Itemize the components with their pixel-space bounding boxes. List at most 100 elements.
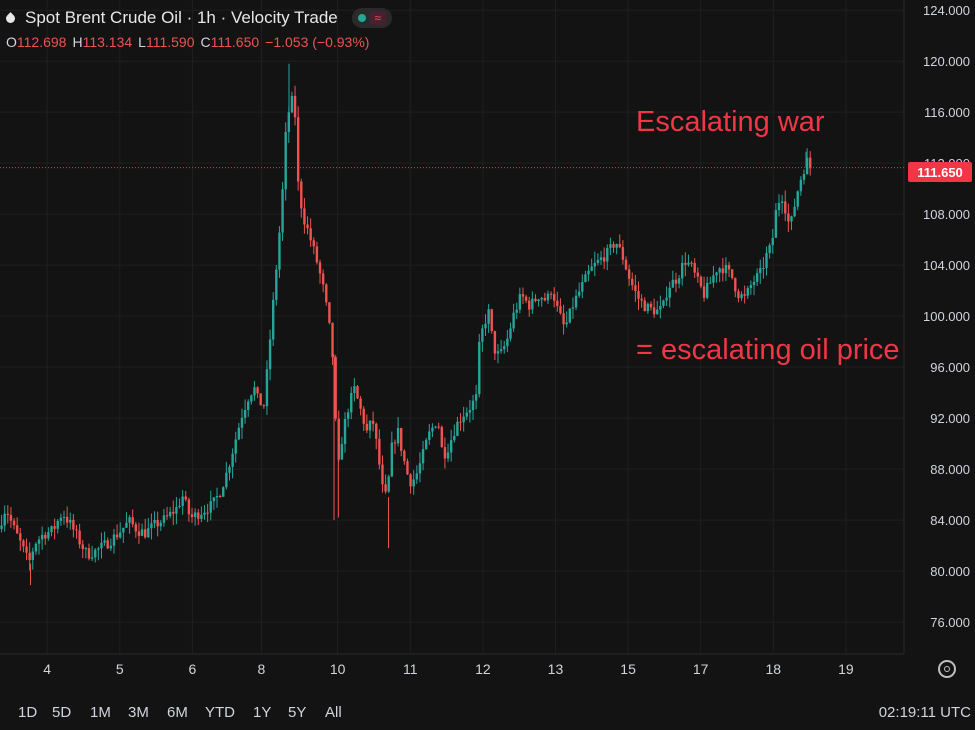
- candle-body: [218, 496, 222, 498]
- x-tick-label: 13: [548, 661, 564, 677]
- candle-body: [109, 545, 113, 549]
- chart-title[interactable]: Spot Brent Crude Oil · 1h · Velocity Tra…: [25, 8, 338, 27]
- candle-body: [190, 514, 194, 518]
- candle-body: [140, 529, 144, 536]
- candle-body: [400, 428, 403, 451]
- candle-body: [515, 309, 518, 313]
- range-5d-button[interactable]: 5D: [52, 704, 72, 721]
- candle-body: [540, 297, 543, 300]
- y-tick-label: 120.000: [923, 54, 970, 69]
- candle-body: [512, 312, 515, 329]
- candle-body: [499, 349, 503, 352]
- range-1y-button[interactable]: 1Y: [253, 704, 272, 721]
- range-6m-button[interactable]: 6M: [167, 704, 188, 721]
- x-tick-label: 6: [189, 661, 197, 677]
- candle-body: [671, 279, 675, 288]
- candle-body: [734, 278, 737, 292]
- candle-body: [240, 417, 244, 428]
- range-5y-button[interactable]: 5Y: [288, 704, 307, 721]
- candle-body: [740, 294, 743, 299]
- candle-body: [75, 529, 78, 531]
- candle-body: [271, 299, 275, 340]
- candle-body: [543, 297, 547, 301]
- candle-body: [421, 449, 425, 464]
- chart-settings-icon[interactable]: [938, 660, 956, 678]
- candle-body: [47, 532, 50, 539]
- candle-body: [306, 224, 309, 229]
- candle-body: [809, 157, 812, 169]
- candle-body: [521, 294, 525, 297]
- x-tick-label: 15: [620, 661, 636, 677]
- candle-body: [9, 514, 13, 521]
- candle-body: [802, 174, 806, 180]
- candle-body: [624, 259, 628, 270]
- candle-body: [65, 516, 69, 523]
- candle-body: [487, 309, 490, 324]
- candle-body: [396, 428, 400, 444]
- range-1d-button[interactable]: 1D: [18, 704, 38, 721]
- candle-body: [50, 526, 53, 533]
- candle-body: [687, 262, 690, 265]
- candle-body: [449, 440, 453, 453]
- candle-body: [250, 395, 253, 402]
- candle-body: [3, 513, 6, 526]
- candle-body: [262, 405, 266, 407]
- candle-body: [331, 322, 334, 358]
- current-price-label: 111.650: [908, 162, 972, 182]
- x-tick-label: 19: [838, 661, 854, 677]
- candle-body: [94, 549, 97, 558]
- candle-body: [203, 512, 206, 515]
- market-open-icon: [357, 14, 366, 22]
- candle-body: [212, 497, 216, 502]
- candle-body: [315, 246, 319, 263]
- candle-body: [112, 534, 116, 546]
- range-1m-button[interactable]: 1M: [90, 704, 111, 721]
- candle-body: [378, 438, 381, 465]
- candle-body: [609, 244, 612, 248]
- candle-body: [765, 252, 768, 269]
- range-all-button[interactable]: All: [325, 704, 342, 721]
- candle-body: [503, 346, 506, 350]
- candles: [0, 63, 812, 586]
- utc-clock[interactable]: 02:19:11 UTC: [878, 704, 971, 721]
- candle-body: [59, 517, 63, 521]
- candle-body: [724, 264, 728, 274]
- candle-body: [593, 262, 596, 267]
- candle-body: [143, 529, 147, 538]
- candle-body: [34, 543, 38, 552]
- candle-body: [53, 526, 56, 529]
- candle-body: [406, 461, 409, 475]
- candle-body: [343, 418, 347, 445]
- y-tick-label: 108.000: [923, 207, 970, 222]
- candle-body: [596, 259, 600, 263]
- range-3m-button[interactable]: 3M: [128, 704, 149, 721]
- y-axis: 124.000120.000116.000112.000108.000104.0…: [923, 3, 970, 630]
- range-ytd-button[interactable]: YTD: [205, 704, 235, 721]
- candle-body: [759, 268, 762, 274]
- candle-body: [275, 269, 278, 300]
- candle-body: [44, 534, 47, 539]
- candle-body: [615, 244, 618, 248]
- candle-body: [153, 520, 156, 524]
- candle-body: [705, 282, 709, 298]
- x-tick-label: 18: [766, 661, 782, 677]
- candle-body: [777, 202, 781, 211]
- range-toolbar: 1D 5D 1M 3M 6M YTD 1Y 5Y All 02:19:11 UT…: [0, 695, 975, 730]
- candle-body: [87, 548, 91, 559]
- candle-body: [300, 181, 303, 209]
- candle-body: [175, 507, 178, 514]
- candle-body: [390, 442, 394, 477]
- candle-body: [631, 278, 634, 286]
- candle-body: [81, 544, 84, 549]
- candle-body: [181, 496, 184, 506]
- market-status-pill[interactable]: ≈: [351, 8, 392, 28]
- candle-body: [509, 328, 512, 339]
- candle-body: [474, 394, 478, 401]
- x-tick-label: 17: [693, 661, 709, 677]
- candle-body: [115, 534, 119, 538]
- candle-body: [574, 295, 578, 308]
- candle-body: [749, 285, 753, 289]
- y-tick-label: 100.000: [923, 309, 970, 324]
- candle-body: [278, 232, 281, 270]
